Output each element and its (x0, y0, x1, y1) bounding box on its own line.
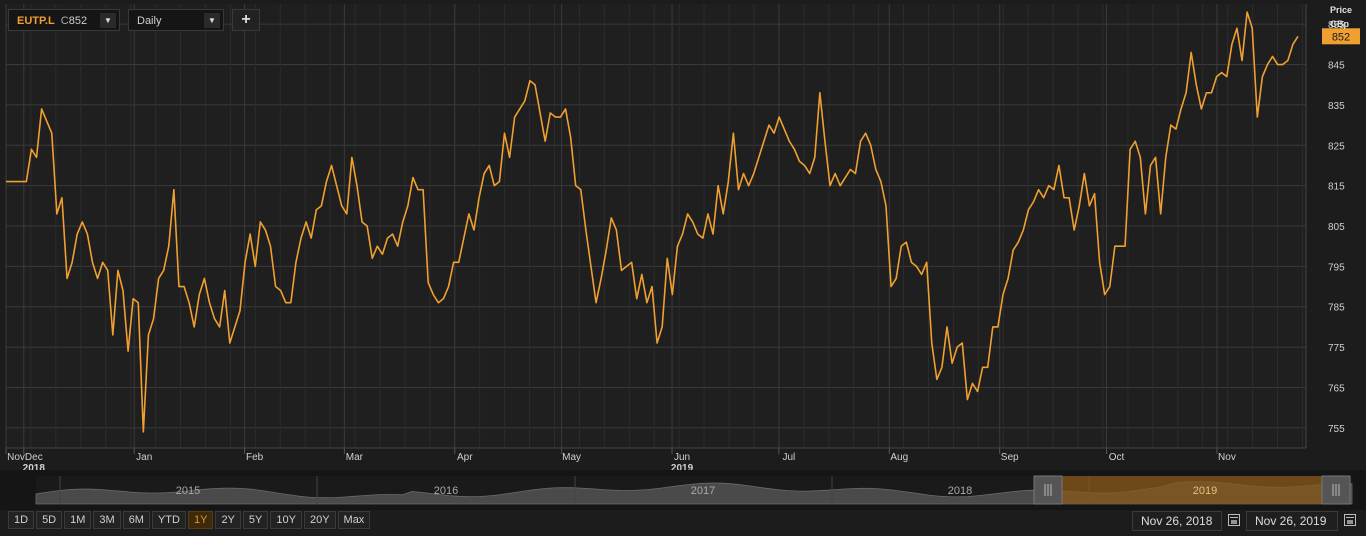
range-button-2y[interactable]: 2Y (215, 511, 241, 529)
y-tick-label: 775 (1328, 343, 1345, 354)
x-year-label: 2018 (23, 463, 46, 474)
y-tick-label: 815 (1328, 182, 1345, 193)
date-to-field[interactable]: Nov 26, 2019 (1246, 511, 1338, 531)
price-series-line (6, 11, 1299, 433)
navigator-year-label: 2015 (176, 485, 200, 497)
range-selector: 1D 5D 1M 3M 6M YTD 1Y 2Y 5Y 10Y 20Y Max (8, 511, 371, 529)
chart-toolbar: EUTP.L C852 ▼ Daily ▼ + (8, 9, 260, 33)
x-tick-label: Apr (457, 452, 473, 463)
x-tick-label: Aug (890, 452, 908, 463)
x-tick-label: Sep (1001, 452, 1019, 463)
axis-title: Price (1330, 5, 1353, 15)
x-tick-label: Nov (1218, 452, 1236, 463)
x-tick-label: Dec (25, 452, 43, 463)
range-button-1d[interactable]: 1D (8, 511, 35, 529)
x-tick-label: Nov (7, 452, 25, 463)
y-tick-label: 805 (1328, 222, 1345, 233)
chevron-down-icon[interactable]: ▼ (204, 13, 220, 28)
symbol-label: EUTP.L (17, 15, 55, 27)
y-tick-label: 825 (1328, 141, 1345, 152)
range-button-3m[interactable]: 3M (93, 511, 121, 529)
navigator-year-label: 2018 (948, 485, 972, 497)
range-button-10y[interactable]: 10Y (270, 511, 302, 529)
x-tick-label: May (562, 452, 581, 463)
x-tick-label: Feb (246, 452, 264, 463)
symbol-dropdown[interactable]: EUTP.L C852 ▼ (8, 9, 120, 31)
y-tick-label: 755 (1328, 424, 1345, 435)
navigator-year-label: 2016 (434, 485, 458, 497)
calendar-icon[interactable] (1228, 514, 1240, 526)
range-button-6m[interactable]: 6M (122, 511, 150, 529)
y-tick-label: 845 (1328, 61, 1345, 72)
range-button-5y[interactable]: 5Y (242, 511, 269, 529)
x-tick-label: Mar (346, 452, 364, 463)
date-from-text: Nov 26, 2018 (1141, 514, 1213, 528)
price-axis-header: Price GBp (1330, 3, 1352, 31)
add-indicator-button[interactable]: + (232, 9, 260, 31)
range-button-5d[interactable]: 5D (36, 511, 63, 529)
navigator-year-label: 2017 (691, 485, 715, 497)
interval-label: Daily (137, 15, 162, 27)
y-tick-label: 795 (1328, 262, 1345, 273)
y-tick-label: 765 (1328, 383, 1345, 394)
x-tick-label: Jul (782, 452, 795, 463)
x-year-label: 2019 (671, 463, 694, 474)
close-value: 852 (68, 15, 88, 27)
x-tick-label: Oct (1109, 452, 1125, 463)
axis-unit: GBp (1330, 19, 1349, 29)
range-button-ytd[interactable]: YTD (151, 511, 186, 529)
date-to-text: Nov 26, 2019 (1255, 514, 1327, 528)
close-prefix: C (60, 15, 69, 27)
interval-dropdown[interactable]: Daily ▼ (128, 9, 224, 31)
y-tick-label: 785 (1328, 303, 1345, 314)
date-from-field[interactable]: Nov 26, 2018 (1132, 511, 1222, 531)
range-button-1y[interactable]: 1Y (187, 511, 214, 529)
calendar-icon[interactable] (1344, 514, 1356, 526)
range-button-max[interactable]: Max (337, 511, 371, 529)
range-button-20y[interactable]: 20Y (303, 511, 336, 529)
range-button-1m[interactable]: 1M (64, 511, 92, 529)
x-tick-label: Jan (136, 452, 152, 463)
navigator-year-label: 2019 (1193, 485, 1217, 497)
x-tick-label: Jun (674, 452, 690, 463)
y-tick-label: 835 (1328, 101, 1345, 112)
last-price-badge (1322, 28, 1360, 45)
navigator-selection (1062, 476, 1324, 504)
last-price-label: 852 (1332, 31, 1350, 43)
y-tick-label: 855 (1328, 20, 1345, 31)
chevron-down-icon[interactable]: ▼ (100, 13, 116, 28)
